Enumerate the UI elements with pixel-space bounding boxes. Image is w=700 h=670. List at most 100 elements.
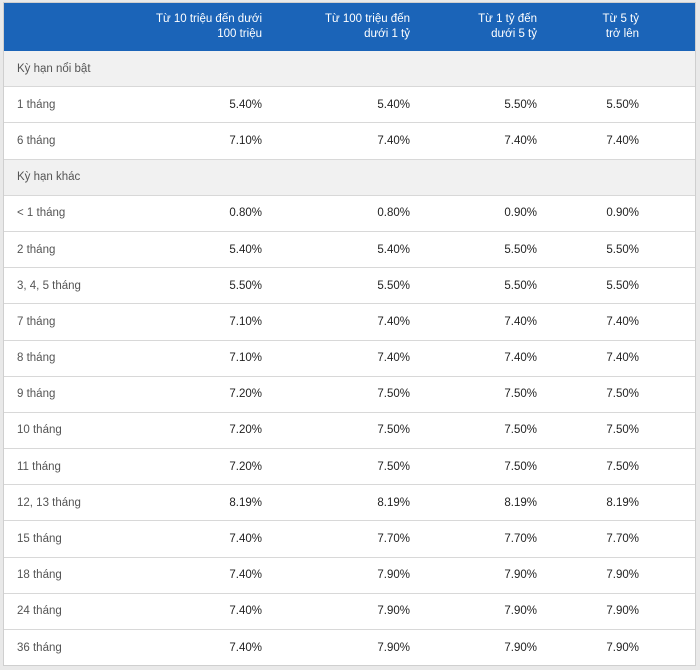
rate-cell: 7.20% xyxy=(136,376,272,413)
rate-cell: 5.50% xyxy=(136,267,272,305)
section-header-row: Kỳ hạn khác xyxy=(4,159,695,196)
rate-cell: 7.90% xyxy=(420,557,547,594)
rate-cell: 7.50% xyxy=(420,412,547,450)
rate-cell: 7.50% xyxy=(547,376,695,413)
rate-cell: 7.90% xyxy=(272,557,420,594)
table-row: 10 tháng 7.20% 7.50% 7.50% 7.50% xyxy=(4,412,695,450)
rate-cell: 7.90% xyxy=(420,593,547,631)
section-header-row: Kỳ hạn nổi bật xyxy=(4,51,695,88)
rate-cell: 7.40% xyxy=(136,593,272,631)
rate-cell: 7.50% xyxy=(272,376,420,413)
rate-cell: 5.50% xyxy=(420,86,547,124)
header-row: Từ 10 triệu đến dưới 100 triệu Từ 100 tr… xyxy=(4,3,695,51)
term-cell: 9 tháng xyxy=(4,376,136,413)
rate-cell: 7.90% xyxy=(272,629,420,665)
term-cell: 10 tháng xyxy=(4,412,136,450)
rate-cell: 7.10% xyxy=(136,340,272,377)
rate-cell: 8.19% xyxy=(136,484,272,522)
term-cell: 3, 4, 5 tháng xyxy=(4,267,136,305)
table-row: 7 tháng 7.10% 7.40% 7.40% 7.40% xyxy=(4,303,695,341)
term-cell: 11 tháng xyxy=(4,448,136,486)
term-cell: 24 tháng xyxy=(4,593,136,631)
rate-cell: 7.40% xyxy=(547,122,695,160)
rate-cell: 0.80% xyxy=(272,195,420,232)
rate-cell: 7.40% xyxy=(547,303,695,341)
rate-cell: 7.40% xyxy=(420,340,547,377)
term-cell: 1 tháng xyxy=(4,86,136,124)
table-row: 2 tháng 5.40% 5.40% 5.50% 5.50% xyxy=(4,231,695,269)
table-row: 9 tháng 7.20% 7.50% 7.50% 7.50% xyxy=(4,376,695,413)
rate-cell: 7.40% xyxy=(272,340,420,377)
rate-cell: 7.50% xyxy=(547,448,695,486)
rate-cell: 5.40% xyxy=(136,86,272,124)
rate-cell: 5.50% xyxy=(420,231,547,269)
rate-cell: 5.50% xyxy=(272,267,420,305)
rate-cell: 7.50% xyxy=(272,412,420,450)
rate-cell: 5.50% xyxy=(547,267,695,305)
term-cell: 7 tháng xyxy=(4,303,136,341)
rate-cell: 0.80% xyxy=(136,195,272,232)
table-row: < 1 tháng 0.80% 0.80% 0.90% 0.90% xyxy=(4,195,695,232)
rate-cell: 7.50% xyxy=(272,448,420,486)
rate-cell: 7.40% xyxy=(272,122,420,160)
term-cell: 18 tháng xyxy=(4,557,136,594)
rate-cell: 8.19% xyxy=(547,484,695,522)
rate-cell: 7.90% xyxy=(272,593,420,631)
table-row: 36 tháng 7.40% 7.90% 7.90% 7.90% xyxy=(4,629,695,665)
rate-cell: 7.50% xyxy=(547,412,695,450)
header-term xyxy=(4,3,136,51)
rate-cell: 7.70% xyxy=(420,520,547,558)
header-tier-2: Từ 100 triệu đến dưới 1 tỷ xyxy=(272,3,420,51)
term-cell: < 1 tháng xyxy=(4,195,136,232)
table-row: 12, 13 tháng 8.19% 8.19% 8.19% 8.19% xyxy=(4,484,695,522)
rate-cell: 0.90% xyxy=(420,195,547,232)
table-row: 1 tháng 5.40% 5.40% 5.50% 5.50% xyxy=(4,86,695,124)
rate-cell: 7.10% xyxy=(136,122,272,160)
rate-cell: 7.90% xyxy=(420,629,547,665)
rate-cell: 7.40% xyxy=(420,303,547,341)
rate-cell: 0.90% xyxy=(547,195,695,232)
rate-cell: 7.10% xyxy=(136,303,272,341)
table-row: 8 tháng 7.10% 7.40% 7.40% 7.40% xyxy=(4,340,695,377)
rate-cell: 7.90% xyxy=(547,557,695,594)
rate-cell: 5.40% xyxy=(272,86,420,124)
rate-cell: 7.20% xyxy=(136,448,272,486)
term-cell: 6 tháng xyxy=(4,122,136,160)
header-tier-4: Từ 5 tỷ trở lên xyxy=(547,3,695,51)
term-cell: 8 tháng xyxy=(4,340,136,377)
rate-cell: 5.50% xyxy=(420,267,547,305)
interest-rate-table: Từ 10 triệu đến dưới 100 triệu Từ 100 tr… xyxy=(4,3,695,665)
term-cell: 12, 13 tháng xyxy=(4,484,136,522)
term-cell: 36 tháng xyxy=(4,629,136,665)
rate-cell: 7.40% xyxy=(136,629,272,665)
rate-cell: 8.19% xyxy=(272,484,420,522)
rate-cell: 8.19% xyxy=(420,484,547,522)
header-tier-1: Từ 10 triệu đến dưới 100 triệu xyxy=(136,3,272,51)
rate-cell: 5.40% xyxy=(136,231,272,269)
rate-cell: 5.40% xyxy=(272,231,420,269)
section-title: Kỳ hạn nổi bật xyxy=(4,51,695,88)
rate-cell: 7.50% xyxy=(420,376,547,413)
header-tier-3: Từ 1 tỷ đến dưới 5 tỷ xyxy=(420,3,547,51)
rate-cell: 7.40% xyxy=(136,520,272,558)
table-body: Kỳ hạn nổi bật 1 tháng 5.40% 5.40% 5.50% 5.50… xyxy=(4,51,695,665)
table-row: 24 tháng 7.40% 7.90% 7.90% 7.90% xyxy=(4,593,695,631)
table-row: 11 tháng 7.20% 7.50% 7.50% 7.50% xyxy=(4,448,695,486)
rate-cell: 7.40% xyxy=(136,557,272,594)
rate-cell: 7.20% xyxy=(136,412,272,450)
table-row: 18 tháng 7.40% 7.90% 7.90% 7.90% xyxy=(4,557,695,594)
section-title: Kỳ hạn khác xyxy=(4,159,695,196)
table-row: 6 tháng 7.10% 7.40% 7.40% 7.40% xyxy=(4,122,695,160)
rate-cell: 7.50% xyxy=(420,448,547,486)
term-cell: 15 tháng xyxy=(4,520,136,558)
rate-cell: 7.90% xyxy=(547,593,695,631)
table-row: 3, 4, 5 tháng 5.50% 5.50% 5.50% 5.50% xyxy=(4,267,695,305)
rate-cell: 7.70% xyxy=(547,520,695,558)
table-row: 15 tháng 7.40% 7.70% 7.70% 7.70% xyxy=(4,520,695,558)
term-cell: 2 tháng xyxy=(4,231,136,269)
rate-cell: 7.90% xyxy=(547,629,695,665)
rate-cell: 7.40% xyxy=(272,303,420,341)
rate-cell: 5.50% xyxy=(547,231,695,269)
interest-rate-table-container: Từ 10 triệu đến dưới 100 triệu Từ 100 tr… xyxy=(3,2,696,666)
rate-cell: 7.40% xyxy=(547,340,695,377)
